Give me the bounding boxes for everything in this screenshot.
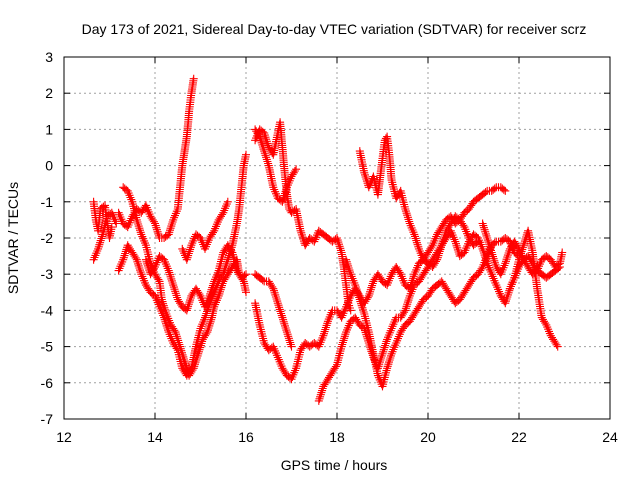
y-tick-label: -4 <box>41 302 54 318</box>
chart-title: Day 173 of 2021, Sidereal Day-to-day VTE… <box>82 21 587 37</box>
series-track-2 <box>89 208 121 264</box>
series-track-13 <box>355 132 483 271</box>
y-tick-label: 3 <box>45 49 53 65</box>
y-tick-label: -2 <box>41 230 54 246</box>
series-track-11 <box>251 183 510 384</box>
x-tick-label: 14 <box>147 429 163 445</box>
plus-markers <box>251 270 296 351</box>
plus-markers <box>251 125 301 206</box>
y-tick-label: -6 <box>41 375 54 391</box>
series-track-9 <box>251 125 301 206</box>
series-track-14 <box>342 234 523 391</box>
y-tick-label: 1 <box>45 121 53 137</box>
x-axis-label: GPS time / hours <box>281 457 388 473</box>
y-tick-label: 0 <box>45 158 53 174</box>
plus-markers <box>355 132 483 271</box>
series-track-6 <box>141 241 250 315</box>
x-tick-label: 12 <box>56 429 72 445</box>
plus-markers <box>114 150 250 380</box>
data-layer <box>89 74 567 405</box>
plus-markers <box>251 183 510 384</box>
plus-markers <box>89 208 121 264</box>
series-track-5 <box>114 150 250 380</box>
plus-markers <box>251 118 355 315</box>
x-tick-label: 16 <box>238 429 254 445</box>
plus-markers <box>478 219 567 279</box>
y-tick-label: -1 <box>41 194 54 210</box>
series-track-7 <box>178 197 232 264</box>
series-track-16 <box>478 219 567 279</box>
plus-markers <box>141 241 250 315</box>
plus-markers <box>342 234 523 391</box>
y-tick-label: 2 <box>45 85 53 101</box>
series-track-10 <box>251 270 296 351</box>
y-tick-label: -3 <box>41 266 54 282</box>
y-tick-label: -7 <box>41 411 54 427</box>
plus-markers <box>114 74 198 242</box>
y-tick-label: -5 <box>41 339 54 355</box>
x-tick-label: 24 <box>602 429 618 445</box>
x-tick-label: 18 <box>329 429 345 445</box>
series-track-8 <box>251 118 355 315</box>
grid <box>64 57 610 419</box>
x-tick-label: 20 <box>420 429 436 445</box>
plus-markers <box>178 197 232 264</box>
series-track-4 <box>114 74 198 242</box>
x-tick-label: 22 <box>511 429 527 445</box>
y-axis-label: SDTVAR / TECUs <box>5 182 21 294</box>
